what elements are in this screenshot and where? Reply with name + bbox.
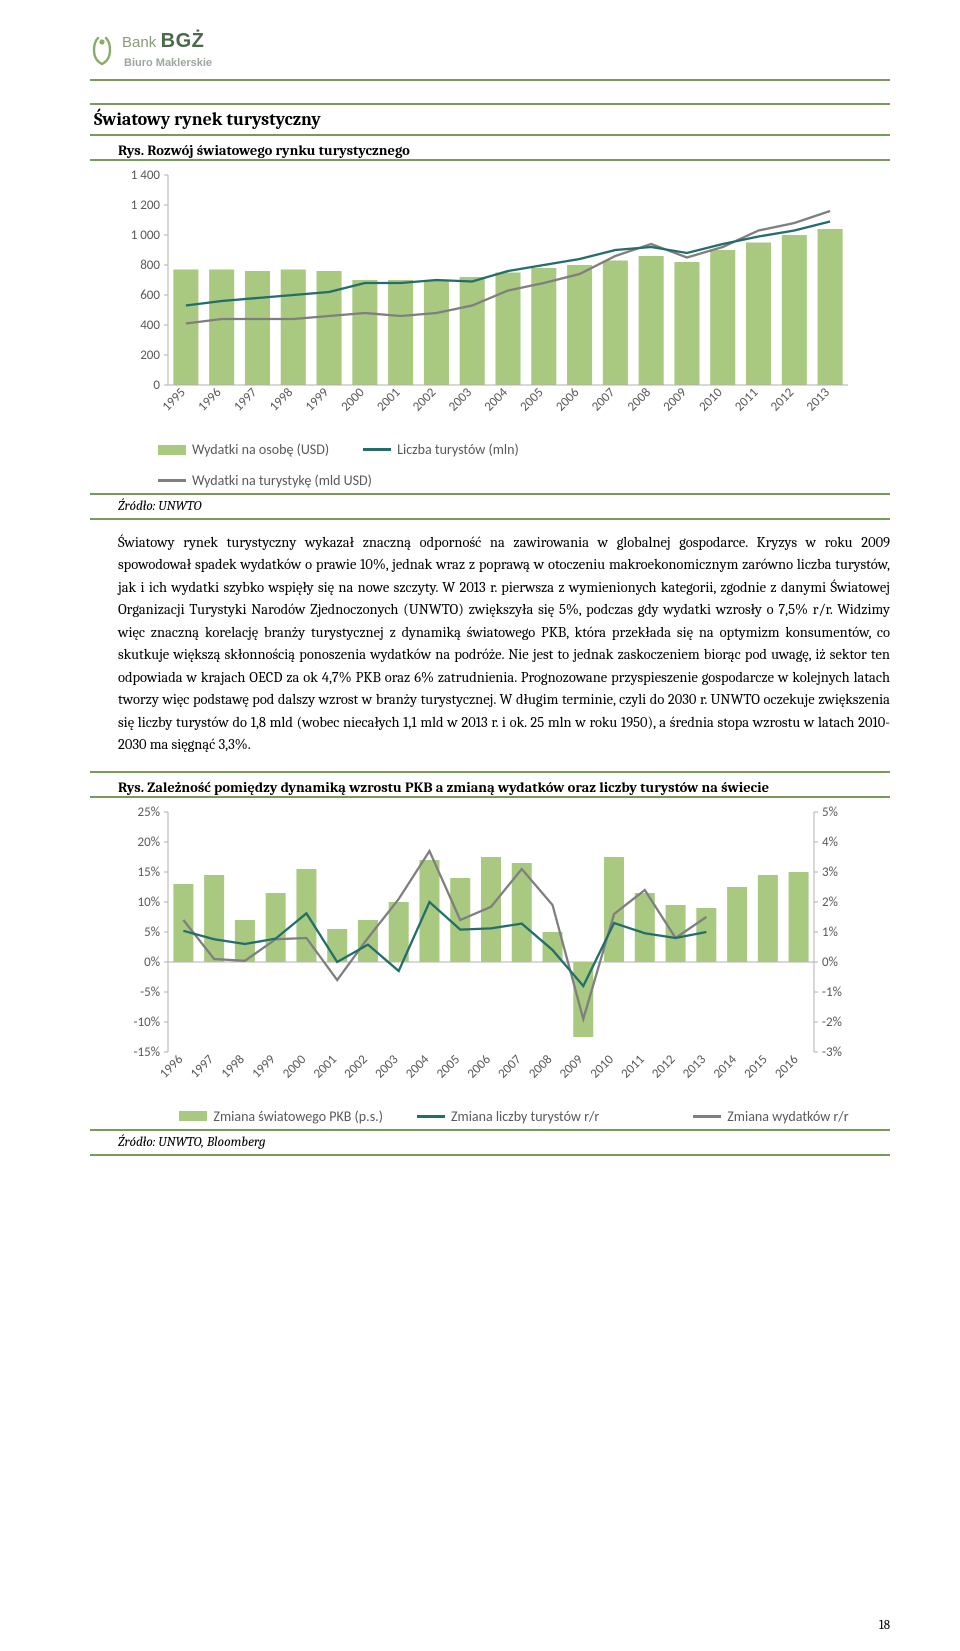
svg-text:2000: 2000 [280, 1052, 310, 1082]
fig2-source: Źródło: UNWTO, Bloomberg [90, 1131, 890, 1154]
svg-text:1997: 1997 [188, 1052, 218, 1082]
svg-text:20%: 20% [138, 835, 160, 850]
svg-text:-5%: -5% [140, 985, 160, 1000]
svg-text:2015: 2015 [741, 1052, 770, 1081]
chart2-legend: Zmiana światowego PKB (p.s.) Zmiana licz… [118, 1102, 890, 1129]
svg-text:3%: 3% [822, 865, 838, 880]
svg-text:2004: 2004 [403, 1052, 433, 1082]
fig1-title: Rys. Rozwój światowego rynku turystyczne… [90, 136, 890, 159]
svg-text:2012: 2012 [768, 385, 798, 415]
svg-text:2010: 2010 [588, 1052, 618, 1082]
header-rule [90, 79, 890, 81]
svg-text:2005: 2005 [517, 385, 546, 414]
chart2: -15% -10% -5% 0% 5% 10% 15% 20% 25% -3% -2% -1% 0% 1%… [90, 798, 890, 1129]
legend1-line1: Liczba turystów (mln) [397, 441, 519, 458]
fig2-title: Rys. Zależność pomiędzy dynamiką wzrostu… [90, 773, 890, 796]
svg-text:2006: 2006 [553, 385, 583, 415]
svg-text:2011: 2011 [618, 1052, 647, 1081]
section-rule-8 [90, 1154, 890, 1156]
svg-text:2006: 2006 [465, 1052, 495, 1082]
logo-sub: Biuro Maklerskie [124, 57, 212, 69]
svg-text:2014: 2014 [711, 1052, 741, 1082]
svg-text:0: 0 [153, 378, 160, 393]
svg-text:2013: 2013 [804, 385, 834, 415]
svg-text:0%: 0% [822, 955, 838, 970]
chart1: 0 200 400 600 800 1 000 1 200 1 400 199519961997… [90, 161, 890, 493]
svg-text:1 400: 1 400 [131, 168, 161, 183]
svg-text:1998: 1998 [267, 385, 297, 415]
svg-text:2016: 2016 [772, 1052, 802, 1082]
svg-text:-2%: -2% [822, 1015, 842, 1030]
svg-text:2005: 2005 [434, 1052, 463, 1081]
svg-text:2011: 2011 [732, 385, 761, 414]
svg-text:1%: 1% [822, 925, 838, 940]
svg-text:200: 200 [140, 348, 160, 363]
legend2-bar-icon [179, 1111, 207, 1121]
svg-text:1996: 1996 [195, 385, 225, 415]
legend2-line2-icon [693, 1115, 721, 1118]
bank-logo-icon [90, 36, 116, 66]
logo-text: Bank BGŻ Biuro Maklerskie [122, 30, 212, 71]
svg-text:2002: 2002 [342, 1052, 372, 1082]
svg-text:2009: 2009 [557, 1052, 587, 1082]
section-title: Światowy rynek turystyczny [90, 105, 890, 134]
svg-text:2010: 2010 [696, 385, 726, 415]
svg-text:-1%: -1% [822, 985, 842, 1000]
legend1-line2: Wydatki na turystykę (mld USD) [192, 472, 372, 489]
svg-text:1998: 1998 [218, 1052, 248, 1082]
svg-text:0%: 0% [144, 955, 160, 970]
svg-text:2008: 2008 [526, 1052, 556, 1082]
legend-bar-icon [158, 445, 186, 455]
logo: Bank BGŻ Biuro Maklerskie [90, 30, 890, 71]
page-number: 18 [879, 1618, 890, 1633]
logo-bgz: BGŻ [161, 30, 205, 52]
svg-text:1 200: 1 200 [131, 198, 161, 213]
svg-text:1996: 1996 [157, 1052, 187, 1082]
svg-text:1995: 1995 [159, 385, 188, 414]
svg-text:2003: 2003 [372, 1052, 402, 1082]
svg-text:2007: 2007 [495, 1052, 525, 1082]
svg-text:-10%: -10% [134, 1015, 160, 1030]
svg-text:10%: 10% [138, 895, 160, 910]
svg-text:2012: 2012 [649, 1052, 679, 1082]
svg-text:2008: 2008 [625, 385, 655, 415]
svg-text:15%: 15% [138, 865, 160, 880]
svg-text:25%: 25% [138, 805, 160, 820]
svg-text:-3%: -3% [822, 1045, 842, 1060]
svg-text:2004: 2004 [482, 385, 512, 415]
legend2-line1: Zmiana liczby turystów r/r [451, 1108, 599, 1125]
legend2-bars: Zmiana światowego PKB (p.s.) [213, 1108, 383, 1125]
svg-text:5%: 5% [822, 805, 838, 820]
svg-text:2001: 2001 [374, 385, 403, 414]
fig1-source: Źródło: UNWTO [90, 495, 890, 518]
legend-line2-icon [158, 479, 186, 482]
svg-text:2009: 2009 [661, 385, 691, 415]
logo-bank: Bank [122, 34, 156, 51]
svg-text:2007: 2007 [589, 385, 619, 415]
svg-text:1999: 1999 [249, 1052, 279, 1082]
legend-line1-icon [363, 448, 391, 451]
legend1-bars: Wydatki na osobę (USD) [192, 441, 329, 458]
chart1-legend: Wydatki na osobę (USD) Liczba turystów (… [118, 435, 890, 493]
svg-text:2000: 2000 [338, 385, 368, 415]
legend2-line1-icon [417, 1115, 445, 1118]
svg-text:2003: 2003 [446, 385, 476, 415]
svg-text:2001: 2001 [311, 1052, 340, 1081]
svg-text:2%: 2% [822, 895, 838, 910]
svg-text:2013: 2013 [680, 1052, 710, 1082]
legend2-line2: Zmiana wydatków r/r [727, 1108, 848, 1125]
svg-text:800: 800 [140, 258, 160, 273]
svg-text:5%: 5% [144, 925, 160, 940]
svg-text:2002: 2002 [410, 385, 440, 415]
svg-text:4%: 4% [822, 835, 838, 850]
svg-text:400: 400 [140, 318, 160, 333]
svg-text:-15%: -15% [134, 1045, 160, 1060]
svg-text:1 000: 1 000 [131, 228, 161, 243]
svg-text:1997: 1997 [231, 385, 261, 415]
svg-text:1999: 1999 [303, 385, 333, 415]
svg-text:600: 600 [140, 288, 160, 303]
body-paragraph: Światowy rynek turystyczny wykazał znacz… [90, 520, 890, 771]
